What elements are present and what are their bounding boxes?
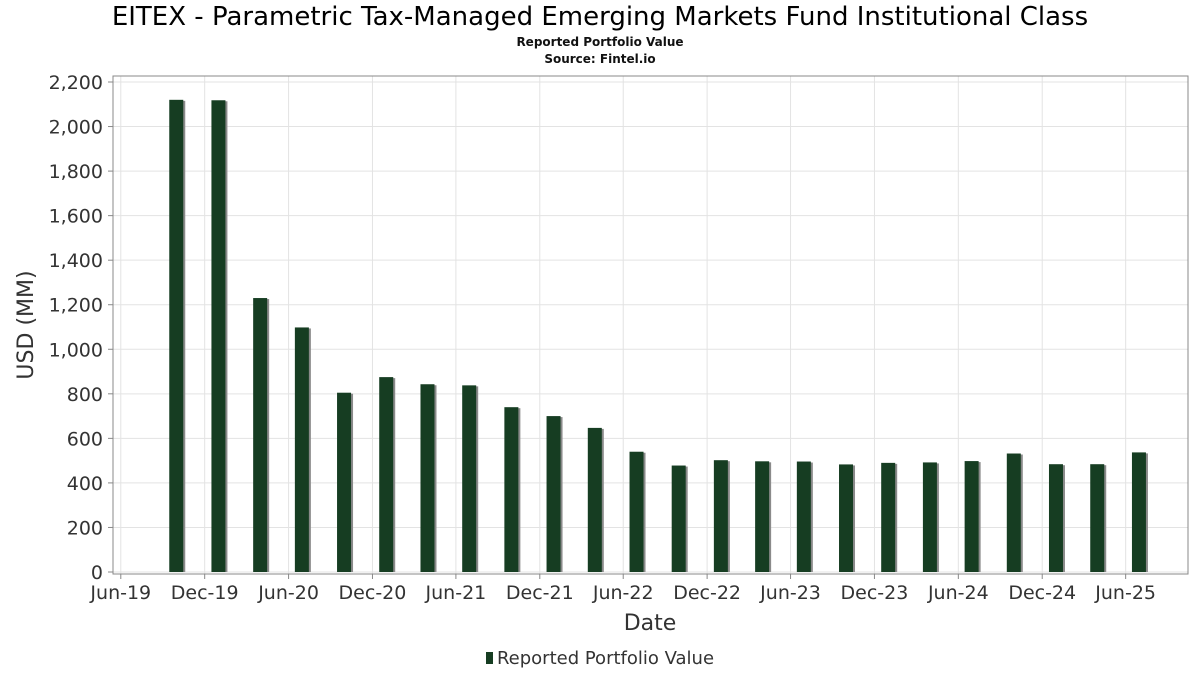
bar <box>546 416 561 572</box>
x-tick-label: Dec-24 <box>1008 582 1076 604</box>
x-axis-ticks: Jun-19 Dec-19 Jun-20 Dec-20 Jun-21 Dec-21 Jun-… <box>89 574 1156 604</box>
chart-title: EITEX - Parametric Tax-Managed Emerging … <box>111 2 1089 32</box>
gridlines <box>113 76 1188 574</box>
chart-subtitle: Reported Portfolio Value <box>516 35 684 49</box>
x-tick-label: Jun-21 <box>425 582 487 604</box>
y-tick-label: 1,800 <box>49 161 103 183</box>
x-tick-label: Jun-23 <box>759 582 821 604</box>
bar <box>839 464 854 572</box>
bar <box>964 461 979 572</box>
y-tick-label: 400 <box>67 473 103 495</box>
x-tick-label: Jun-24 <box>927 582 989 604</box>
y-tick-label: 200 <box>67 517 103 539</box>
bar <box>294 327 309 572</box>
bar <box>1090 464 1105 572</box>
x-tick-label: Jun-20 <box>257 582 319 604</box>
bar <box>881 462 896 572</box>
x-tick-label: Dec-20 <box>339 582 407 604</box>
bar <box>629 451 644 572</box>
y-tick-label: 1,000 <box>49 339 103 361</box>
bar <box>462 385 477 572</box>
bar <box>169 99 184 573</box>
bar <box>1006 453 1021 572</box>
legend: Reported Portfolio Value <box>0 648 1200 669</box>
legend-swatch <box>485 652 493 664</box>
y-tick-label: 1,200 <box>49 295 103 317</box>
bars <box>169 99 1148 573</box>
bar <box>504 407 519 572</box>
bar <box>922 462 937 572</box>
x-tick-label: Dec-23 <box>841 582 909 604</box>
bar <box>337 392 352 572</box>
bar <box>587 427 602 572</box>
bar <box>211 100 226 572</box>
bar <box>796 461 811 572</box>
y-tick-label: 800 <box>67 384 103 406</box>
y-tick-label: 2,000 <box>49 117 103 139</box>
y-axis-label: USD (MM) <box>14 270 39 379</box>
x-tick-label: Jun-25 <box>1094 582 1156 604</box>
x-tick-label: Jun-19 <box>89 582 151 604</box>
y-tick-label: 1,600 <box>49 206 103 228</box>
x-tick-label: Dec-22 <box>673 582 741 604</box>
x-tick-label: Dec-19 <box>171 582 239 604</box>
y-tick-label: 1,400 <box>49 250 103 272</box>
legend-label: Reported Portfolio Value <box>496 648 715 669</box>
y-tick-label: 600 <box>67 428 103 450</box>
x-axis-label: Date <box>624 611 677 636</box>
bar <box>713 460 728 572</box>
bar <box>420 384 435 572</box>
y-tick-label: 2,200 <box>49 72 103 94</box>
y-axis-ticks: 0 200 400 600 800 1,000 1,200 1,400 1,600 1,800 2,… <box>49 72 113 584</box>
bar <box>253 298 268 572</box>
bar <box>755 461 770 572</box>
plot-area <box>112 75 1189 575</box>
bar <box>1131 452 1146 572</box>
y-tick-label: 0 <box>91 562 103 584</box>
bar <box>379 377 394 572</box>
x-tick-label: Jun-22 <box>592 582 654 604</box>
x-tick-label: Dec-21 <box>506 582 574 604</box>
bar <box>1048 464 1063 572</box>
bar <box>671 465 686 572</box>
chart-source: Source: Fintel.io <box>544 52 656 66</box>
